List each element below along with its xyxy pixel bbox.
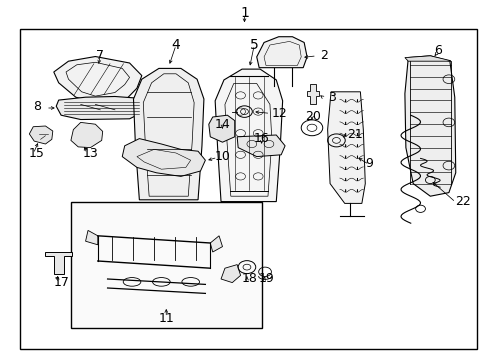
- Text: 15: 15: [29, 147, 44, 159]
- Polygon shape: [71, 122, 102, 148]
- Text: 10: 10: [215, 150, 230, 163]
- Polygon shape: [122, 139, 205, 176]
- Text: 9: 9: [365, 157, 372, 170]
- Text: 18: 18: [241, 273, 257, 285]
- Polygon shape: [215, 69, 282, 202]
- Polygon shape: [133, 68, 203, 200]
- Text: 4: 4: [171, 38, 180, 52]
- Polygon shape: [85, 230, 98, 245]
- Text: 21: 21: [346, 129, 362, 141]
- Text: 17: 17: [53, 276, 69, 289]
- Text: 14: 14: [214, 118, 230, 131]
- Text: 5: 5: [249, 38, 258, 52]
- Text: 19: 19: [258, 273, 274, 285]
- Text: 12: 12: [271, 107, 286, 120]
- Polygon shape: [237, 135, 285, 157]
- Text: 2: 2: [320, 49, 327, 62]
- Polygon shape: [45, 252, 72, 274]
- Text: 16: 16: [253, 132, 269, 145]
- Text: 1: 1: [240, 6, 248, 19]
- Text: 13: 13: [82, 147, 98, 159]
- Polygon shape: [327, 92, 365, 203]
- Polygon shape: [210, 236, 222, 252]
- Text: 7: 7: [96, 49, 104, 62]
- Bar: [71, 202, 261, 328]
- Polygon shape: [54, 57, 142, 103]
- Polygon shape: [221, 265, 240, 283]
- Polygon shape: [404, 56, 455, 196]
- Polygon shape: [208, 115, 234, 142]
- Text: 11: 11: [158, 312, 174, 325]
- Text: 22: 22: [454, 195, 469, 208]
- Polygon shape: [29, 126, 53, 144]
- Polygon shape: [306, 84, 318, 104]
- Polygon shape: [404, 56, 450, 61]
- Text: 20: 20: [305, 111, 320, 123]
- Text: 3: 3: [327, 91, 335, 104]
- Text: 8: 8: [34, 100, 41, 113]
- Bar: [20, 29, 476, 349]
- Polygon shape: [256, 37, 306, 68]
- Polygon shape: [56, 96, 146, 120]
- Text: 6: 6: [433, 44, 441, 57]
